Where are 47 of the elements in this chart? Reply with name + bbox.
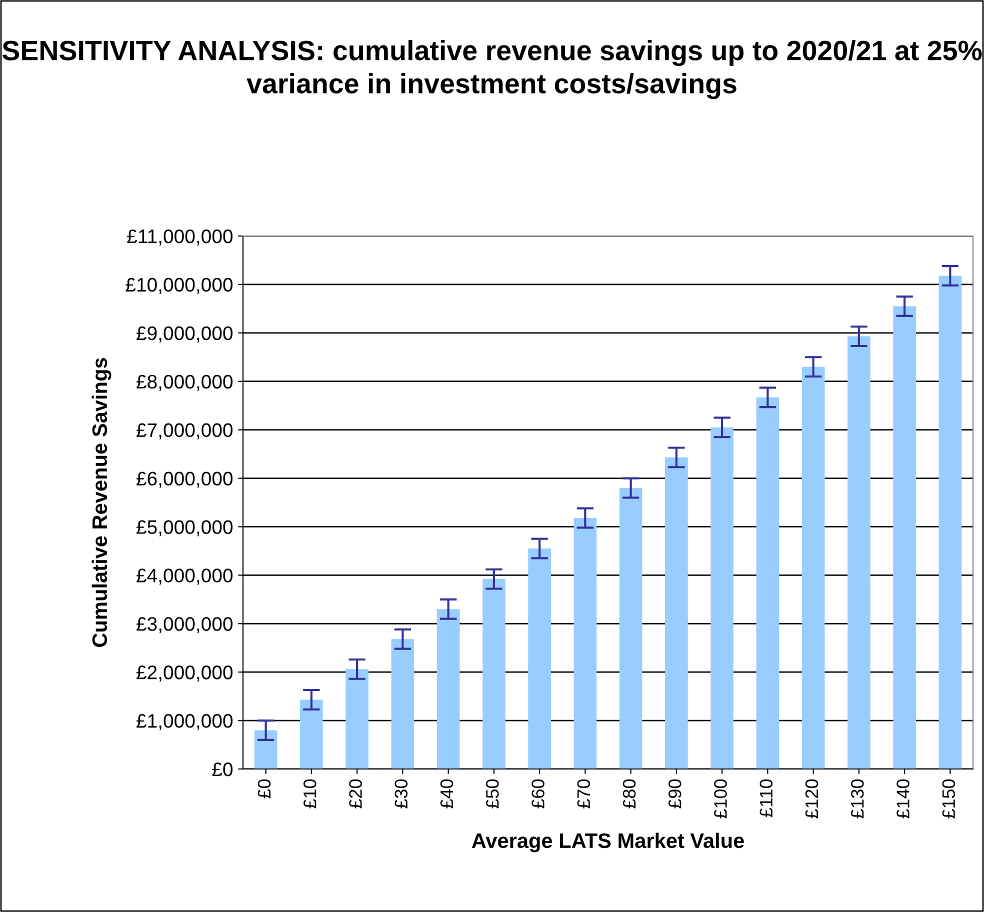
bar: [938, 276, 962, 769]
chart-title: SENSITIVITY ANALYSIS: cumulative revenue savings up to 2020/21 at 25% variance in investment costs/savings: [2, 40, 982, 100]
x-tick-label: £120: [805, 779, 818, 818]
bar: [528, 548, 551, 769]
bar: [665, 457, 688, 769]
x-tick-label: £130: [851, 779, 864, 818]
y-tick-label: £7,000,000: [136, 423, 233, 440]
x-tick-label: £70: [577, 779, 590, 808]
x-tick-label: £40: [440, 779, 454, 808]
x-tick-label: £80: [622, 779, 636, 808]
y-tick-label: £11,000,000: [127, 229, 233, 246]
x-tick-label: £90: [668, 779, 682, 808]
bar: [574, 518, 597, 769]
y-axis-title: Cumulative Revenue Savings: [92, 358, 112, 647]
bar: [710, 427, 734, 769]
bar: [436, 609, 460, 769]
y-tick-label: £2,000,000: [136, 666, 233, 682]
x-tick-label: £10: [304, 779, 316, 808]
bar: [346, 669, 368, 769]
x-tick-label: £60: [532, 779, 544, 808]
x-tick-label: £150: [942, 779, 956, 818]
y-tick-label: £3,000,000: [136, 617, 233, 634]
y-tick-label: £8,000,000: [136, 374, 233, 391]
x-tick-label: £140: [896, 779, 910, 818]
y-tick-label: £0: [212, 762, 233, 776]
y-tick-label: £4,000,000: [136, 568, 233, 585]
x-tick-label: £110: [760, 779, 773, 818]
x-tick-label: £0: [258, 779, 271, 798]
y-tick-label: £1,000,000: [136, 714, 233, 730]
x-tick-label: £50: [486, 779, 499, 808]
bar: [254, 730, 278, 769]
bar: [802, 366, 825, 769]
bar: [893, 306, 916, 769]
bar: [848, 336, 870, 769]
y-tick-label: £10,000,000: [126, 278, 233, 294]
bar: [391, 639, 414, 769]
y-tick-label: £5,000,000: [136, 520, 233, 536]
x-tick-label: £30: [394, 779, 408, 808]
x-axis-title: Average LATS Market Value: [472, 832, 744, 852]
bar: [482, 579, 506, 769]
x-tick-label: £100: [714, 779, 727, 818]
y-tick-label: £6,000,000: [136, 472, 233, 488]
bar: [300, 700, 323, 769]
y-tick-label: £9,000,000: [136, 326, 233, 342]
bar: [619, 488, 642, 769]
bar: [756, 397, 780, 769]
x-tick-label: £20: [349, 779, 362, 808]
